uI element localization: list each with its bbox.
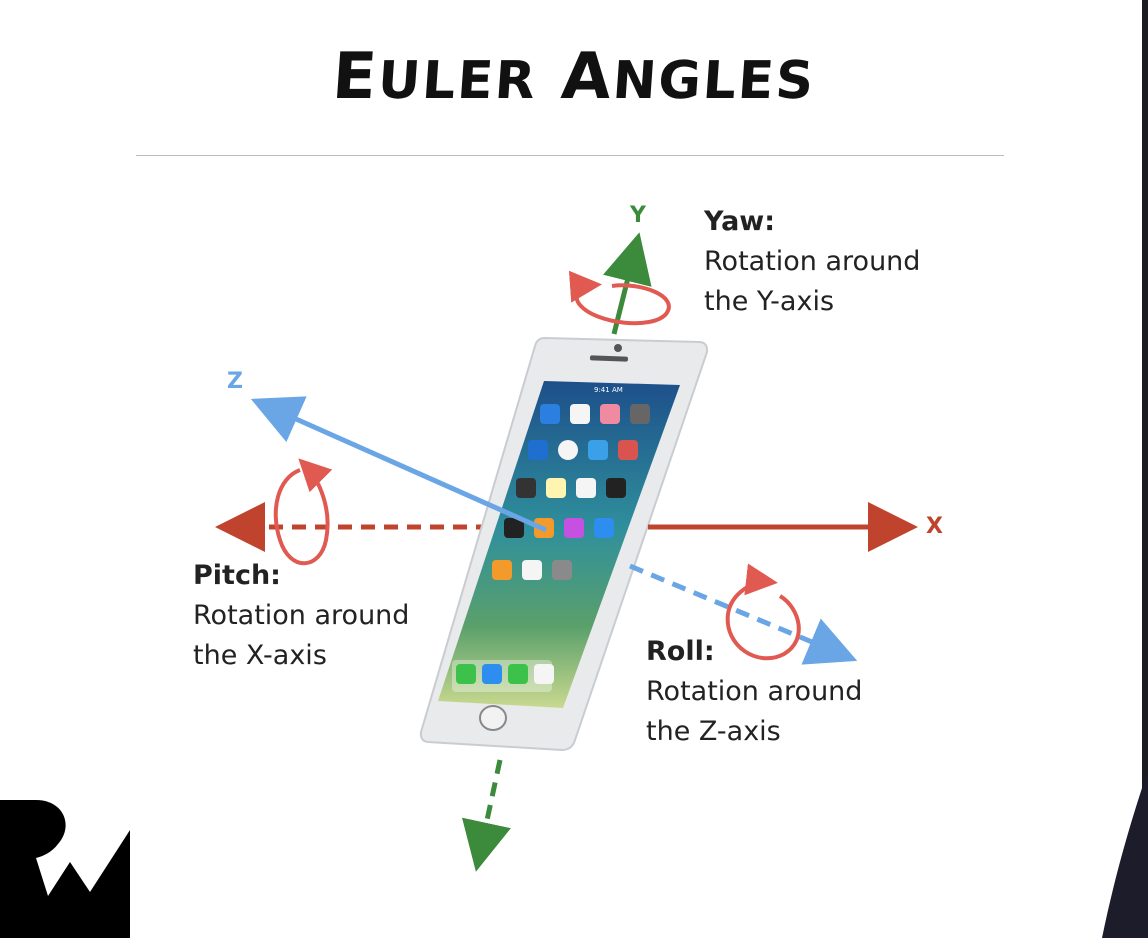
- y-axis-negative: [461, 759, 511, 872]
- z-axis-label: Z: [227, 369, 243, 394]
- yaw-label: Yaw: Rotation around the Y-axis: [704, 202, 920, 322]
- roll-description-line1: Rotation around: [646, 676, 863, 707]
- pitch-heading: Pitch:: [193, 560, 281, 591]
- title-divider: [136, 155, 1004, 156]
- y-axis-positive: [603, 232, 652, 335]
- z-axis-positive: [250, 396, 548, 533]
- pitch-description-line1: Rotation around: [193, 600, 410, 631]
- z-axis-negative: [629, 563, 858, 665]
- iphone-image: 9:41 AM: [419, 336, 709, 752]
- yaw-description-line2: the Y-axis: [704, 286, 835, 317]
- pitch-rotation-arrow: [273, 458, 333, 566]
- phone-status-time: 9:41 AM: [594, 386, 623, 394]
- yaw-rotation-arrow: [568, 270, 671, 326]
- roll-rotation-arrow: [725, 563, 801, 661]
- x-axis-label: X: [926, 514, 943, 539]
- rw-logo-icon: [0, 800, 130, 938]
- yaw-heading: Yaw:: [704, 206, 776, 237]
- yaw-description-line1: Rotation around: [704, 246, 921, 277]
- y-axis-label: Y: [630, 203, 646, 228]
- roll-description-line2: the Z-axis: [646, 716, 781, 747]
- pitch-description-line2: the X-axis: [193, 640, 327, 671]
- roll-heading: Roll:: [646, 636, 715, 667]
- roll-label: Roll: Rotation around the Z-axis: [646, 632, 862, 752]
- pitch-label: Pitch: Rotation around the X-axis: [193, 556, 409, 676]
- presenter-video-edge: [1098, 0, 1148, 938]
